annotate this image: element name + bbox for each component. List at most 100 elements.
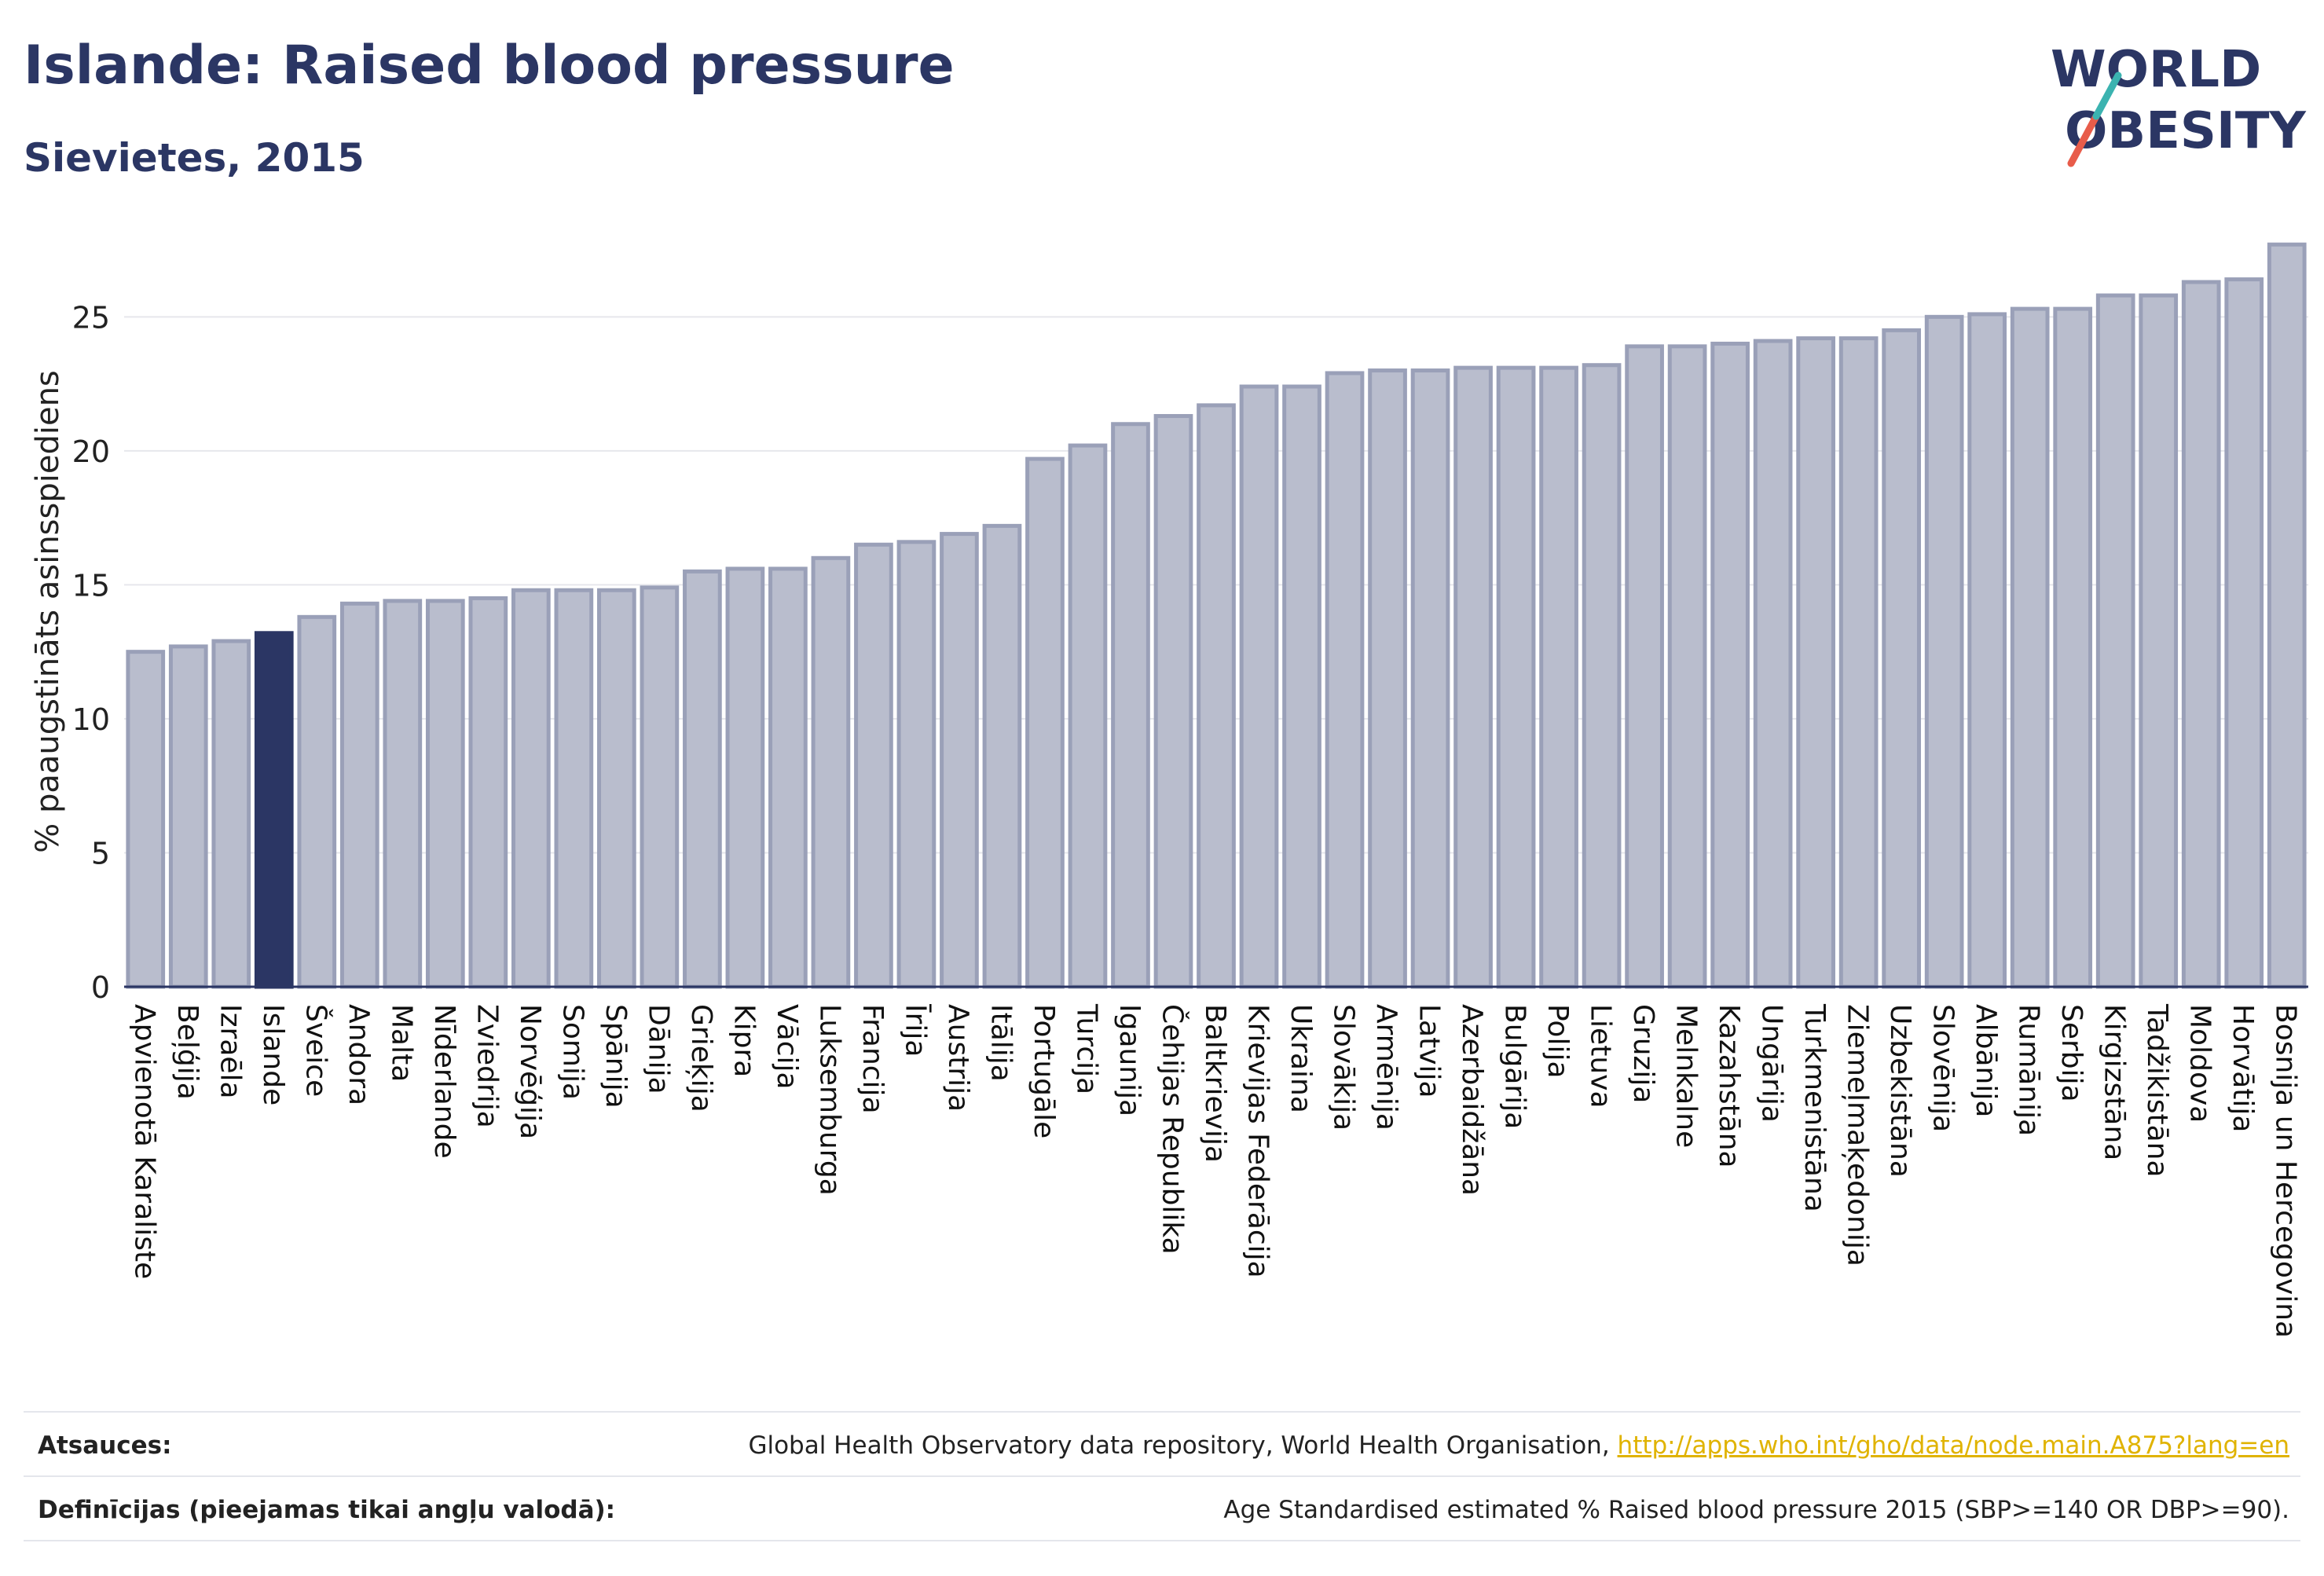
y-tick-label: 10 xyxy=(72,702,110,737)
bar xyxy=(1496,365,1536,989)
bar xyxy=(1282,384,1321,989)
bar xyxy=(383,599,423,989)
x-tick-label: Baltkrievija xyxy=(1199,1004,1231,1163)
bar xyxy=(297,614,337,989)
x-tick-label: Dānija xyxy=(642,1004,674,1094)
bar xyxy=(1325,371,1365,989)
bar xyxy=(2095,293,2135,989)
x-tick-label: Tadžikistāna xyxy=(2141,1003,2173,1178)
x-tick-label: Apvienotā Karaliste xyxy=(128,1004,160,1279)
definitions-label: Definīcijas (pieejamas tikai angļu valod… xyxy=(38,1496,616,1524)
bar xyxy=(511,588,551,989)
x-tick-label: Rumānija xyxy=(2013,1004,2045,1136)
page-subtitle: Sievietes, 2015 xyxy=(24,135,365,181)
x-tick-label: Šveice xyxy=(299,1004,332,1097)
x-tick-label: Igaunija xyxy=(1113,1004,1146,1116)
bar xyxy=(640,585,680,989)
bar xyxy=(339,601,379,989)
bar xyxy=(725,566,765,989)
x-tick-label: Grieķija xyxy=(685,1004,717,1112)
x-tick-label: Somija xyxy=(556,1004,588,1100)
x-tick-label: Francija xyxy=(856,1004,889,1114)
bar xyxy=(940,532,979,989)
bar xyxy=(1197,403,1236,989)
y-tick-label: 15 xyxy=(72,568,110,603)
bar xyxy=(254,631,294,989)
x-tick-label: Zviedrija xyxy=(471,1004,503,1128)
bar xyxy=(2139,293,2179,989)
x-tick-label: Albānija xyxy=(1970,1004,2002,1117)
x-tick-label: Austrija xyxy=(942,1004,974,1112)
x-tick-label: Bosnija un Hercegovina xyxy=(2270,1004,2302,1338)
bar xyxy=(126,650,166,989)
x-tick-label: Andora xyxy=(343,1004,375,1105)
bar xyxy=(1967,312,2007,989)
definitions-text: Age Standardised estimated % Raised bloo… xyxy=(1223,1496,2289,1524)
logo-slash-red xyxy=(2067,112,2100,167)
bar xyxy=(2267,242,2307,989)
sources-link[interactable]: http://apps.who.int/gho/data/node.main.A… xyxy=(1617,1431,2289,1460)
bar xyxy=(854,542,893,989)
x-tick-label: Azerbaidžāna xyxy=(1456,1004,1488,1196)
bar xyxy=(597,588,636,989)
x-tick-label: Ungārija xyxy=(1756,1004,1788,1123)
x-tick-label: Čehijas Republika xyxy=(1156,1004,1189,1255)
bar xyxy=(554,588,594,989)
bar xyxy=(1111,422,1150,989)
logo-word-obesity: OBESITY xyxy=(2065,102,2306,160)
bar xyxy=(1625,344,1664,989)
bar xyxy=(1924,314,1964,989)
x-tick-label: Malta xyxy=(385,1004,417,1082)
y-tick-label: 20 xyxy=(72,434,110,469)
x-tick-label: Kipra xyxy=(728,1004,760,1077)
bar xyxy=(1753,339,1793,989)
bar xyxy=(468,596,508,989)
sources-row: Atsauces: Global Health Observatory data… xyxy=(24,1411,2300,1477)
x-tick-label: Polija xyxy=(1541,1004,1574,1079)
bar xyxy=(2181,280,2221,989)
bar xyxy=(1582,363,1622,989)
bar xyxy=(1667,344,1707,989)
world-obesity-logo: WORLD OBESITY xyxy=(2051,41,2306,167)
bar xyxy=(1838,336,1879,989)
bar-chart: 0 5 10 15 20 25 Apvienotā Karaliste Beļģija Izra… xyxy=(30,242,2308,1338)
bar xyxy=(683,569,722,989)
x-tick-label: Armēnija xyxy=(1370,1004,1402,1131)
x-tick-label: Uzbekistāna xyxy=(1884,1004,1916,1178)
x-tick-label: Īrija xyxy=(899,1004,931,1057)
y-tick-label: 25 xyxy=(72,300,110,335)
bar xyxy=(1153,414,1193,989)
sources-text: Global Health Observatory data repositor… xyxy=(748,1431,1618,1460)
x-tick-label: Slovākija xyxy=(1328,1004,1360,1131)
y-tick-label: 5 xyxy=(91,836,110,870)
x-tick-label: Bulgārija xyxy=(1499,1004,1531,1129)
x-tick-label: Kirgizstāna xyxy=(2099,1004,2131,1160)
sources-label: Atsauces: xyxy=(38,1431,172,1460)
logo-word-world: WORLD xyxy=(2051,41,2261,99)
x-tick-label: Turcija xyxy=(1070,1003,1102,1094)
x-tick-label: Turkmenistāna xyxy=(1798,1003,1831,1212)
x-tick-label: Beļģija xyxy=(171,1004,203,1100)
bar xyxy=(1368,368,1407,989)
y-axis-label: % paaugstināts asinsspiediens xyxy=(30,370,66,853)
bar xyxy=(982,523,1022,989)
x-tick-label: Serbija xyxy=(2055,1004,2088,1102)
bar xyxy=(2010,306,2050,989)
x-tick-label: Melnkalne xyxy=(1670,1004,1703,1148)
logo-slash-teal xyxy=(2092,71,2122,120)
definitions-row: Definīcijas (pieejamas tikai angļu valod… xyxy=(24,1475,2300,1541)
x-tick-label: Izraēla xyxy=(214,1004,246,1099)
bar xyxy=(1068,443,1108,989)
x-tick-label: Ukraina xyxy=(1285,1004,1317,1113)
footer-bottom-divider xyxy=(24,1540,2300,1541)
bar xyxy=(425,599,465,989)
bar xyxy=(896,540,937,989)
x-tick-label: Portugāle xyxy=(1028,1004,1060,1138)
x-tick-label: Islande xyxy=(257,1004,289,1105)
bar xyxy=(2053,306,2093,989)
x-tick-label: Moldova xyxy=(2184,1004,2216,1123)
x-tick-label: Kazahstāna xyxy=(1713,1004,1745,1168)
y-tick-label: 0 xyxy=(91,970,110,1005)
x-tick-label: Spānija xyxy=(599,1004,632,1109)
bar xyxy=(1239,384,1279,989)
